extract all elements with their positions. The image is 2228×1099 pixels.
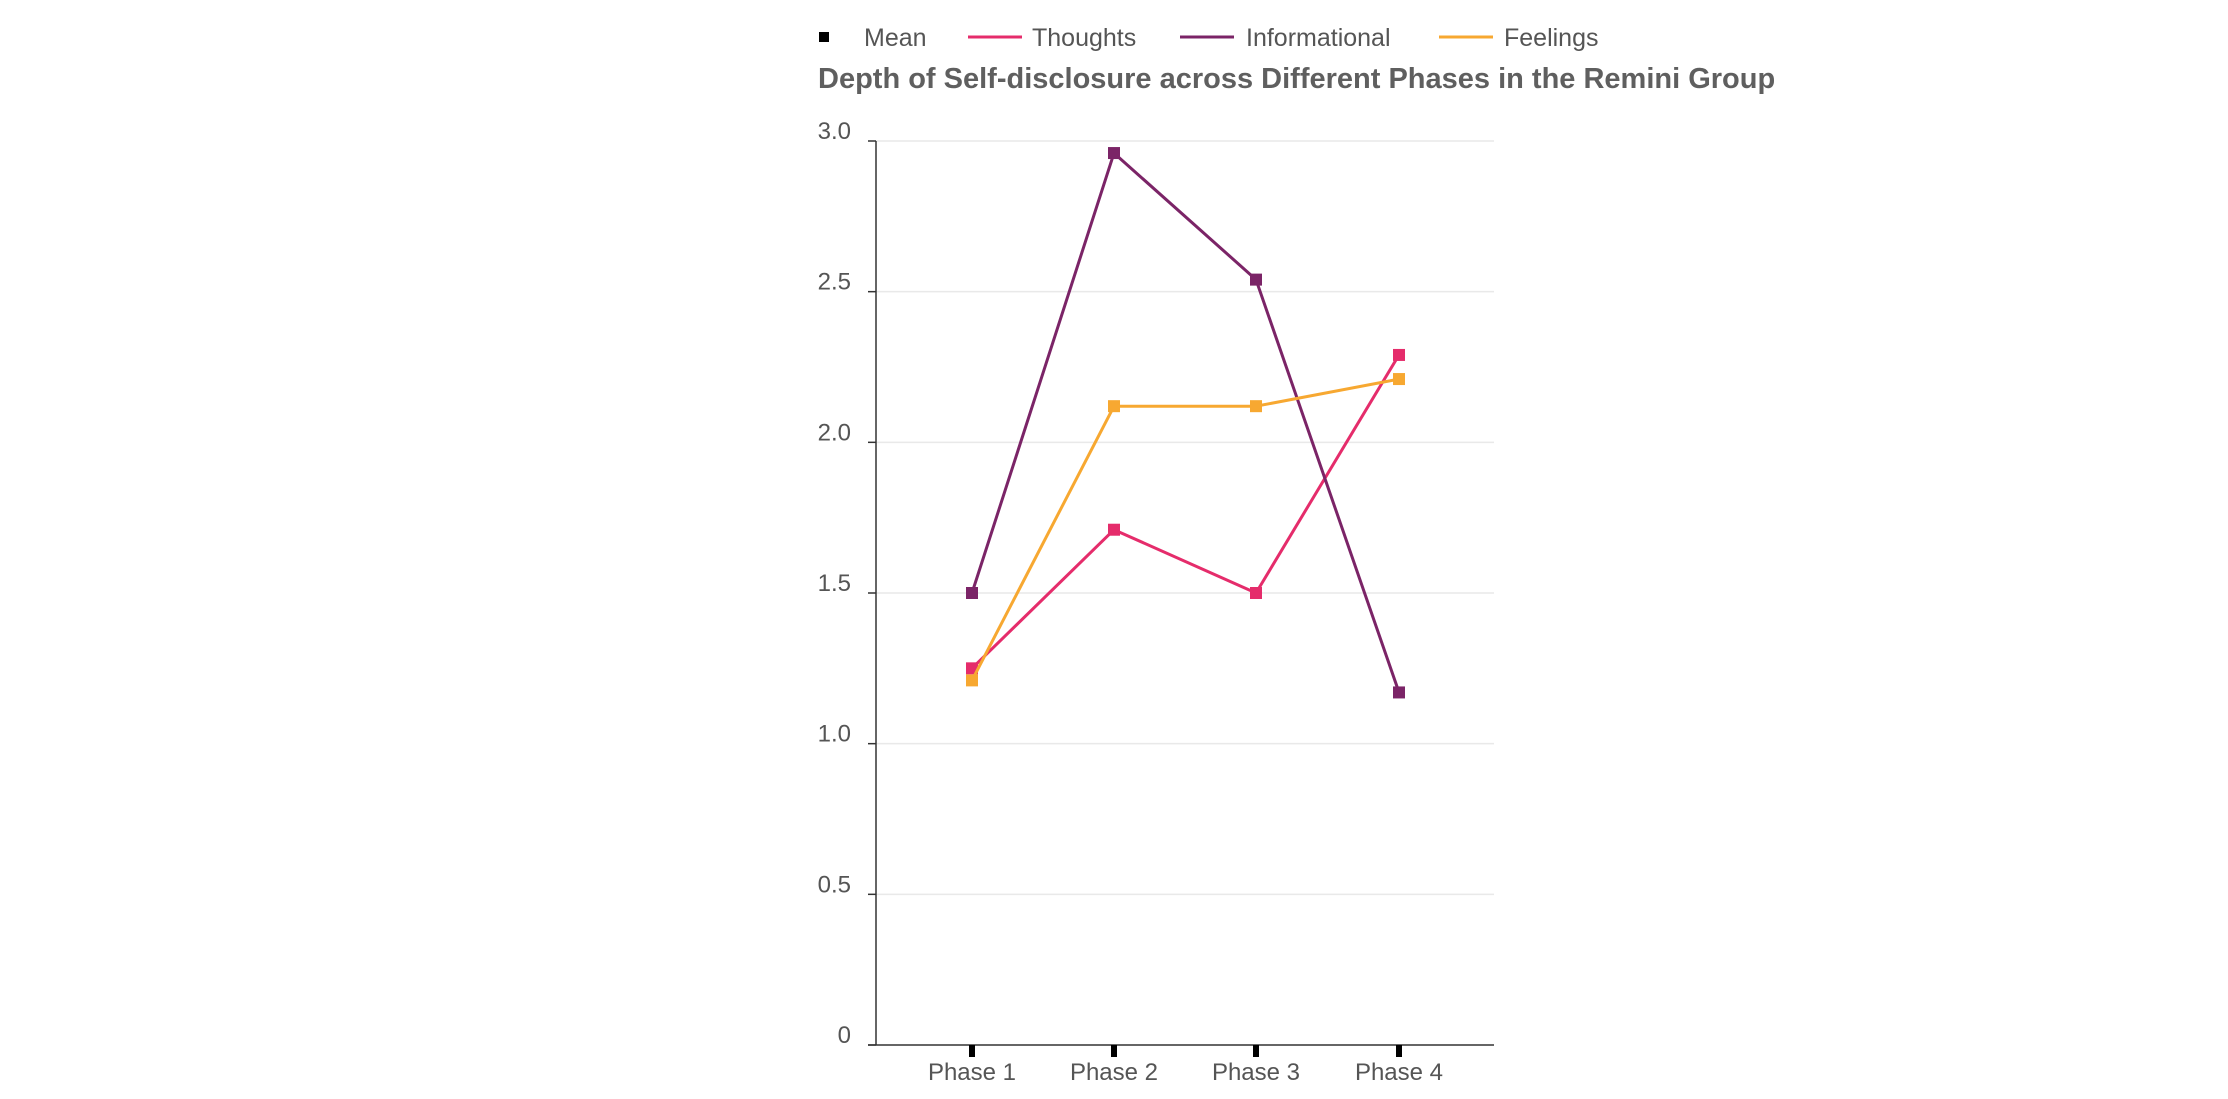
y-tick-label-3-0: 3.0	[818, 118, 851, 145]
legend-item-mean[interactable]: Mean	[819, 24, 927, 52]
legend-item-feelings[interactable]: Feelings	[1439, 24, 1599, 52]
data-point-feelings-phase-4[interactable]	[1393, 373, 1405, 386]
legend-item-informational[interactable]: Informational	[1180, 24, 1391, 52]
x-tick-label-phase-1: Phase 1	[928, 1059, 1016, 1086]
x-tick-label-phase-2: Phase 2	[1070, 1059, 1158, 1086]
legend-label-thoughts: Thoughts	[1032, 24, 1136, 52]
data-point-feelings-phase-3[interactable]	[1250, 400, 1262, 413]
data-point-thoughts-phase-4[interactable]	[1393, 348, 1405, 361]
data-point-informational-phase-1[interactable]	[966, 587, 978, 599]
series-informational	[966, 147, 1405, 699]
legend-label-feelings: Feelings	[1504, 24, 1599, 52]
series-thoughts	[966, 348, 1405, 675]
series-feelings	[966, 373, 1405, 687]
legend-label-informational: Informational	[1246, 24, 1391, 52]
series-line-feelings	[970, 377, 1400, 682]
x-tick-label-phase-4: Phase 4	[1355, 1059, 1443, 1086]
grid-lines	[876, 140, 1494, 896]
legend: Mean Thoughts Informational Feelings	[819, 24, 1599, 52]
y-tick-label-1-0: 1.0	[818, 721, 851, 748]
data-point-thoughts-phase-2[interactable]	[1108, 523, 1120, 536]
data-point-informational-phase-4[interactable]	[1393, 686, 1405, 699]
y-tick-label-0-5: 0.5	[818, 871, 851, 898]
y-tick-label-2-5: 2.5	[818, 269, 851, 296]
series-layer	[966, 147, 1405, 699]
legend-marker-mean	[819, 32, 829, 42]
chart-title: Depth of Self-disclosure across Differen…	[818, 63, 1775, 95]
data-point-feelings-phase-2[interactable]	[1108, 400, 1120, 413]
data-point-feelings-phase-1[interactable]	[966, 674, 978, 687]
y-tick-label-2-0: 2.0	[818, 419, 851, 446]
axes: 0 0.5 1.0 1.5 2.0 2.5 3.0 Phase 1 Phase 2 Phase 3…	[818, 118, 1494, 1086]
data-point-informational-phase-2[interactable]	[1108, 147, 1120, 160]
y-tick-label-1-5: 1.5	[818, 570, 851, 597]
data-point-thoughts-phase-1[interactable]	[966, 662, 978, 675]
series-line-informational	[970, 151, 1401, 693]
legend-label-mean: Mean	[864, 24, 927, 52]
x-tick-label-phase-3: Phase 3	[1212, 1059, 1300, 1086]
legend-item-thoughts[interactable]: Thoughts	[968, 24, 1136, 52]
data-point-thoughts-phase-3[interactable]	[1250, 587, 1262, 599]
y-tick-label-0: 0	[838, 1022, 851, 1049]
series-line-thoughts	[970, 354, 1401, 670]
data-point-informational-phase-3[interactable]	[1250, 273, 1262, 286]
